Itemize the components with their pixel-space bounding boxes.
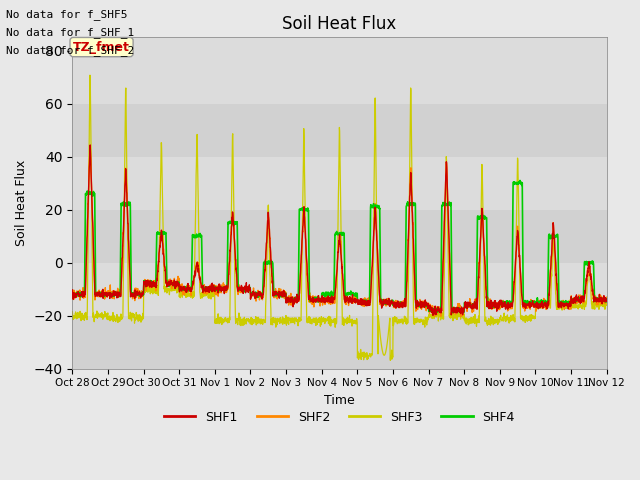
- Title: Soil Heat Flux: Soil Heat Flux: [282, 15, 397, 33]
- Bar: [72, 315, 607, 369]
- Text: No data for f_SHF5: No data for f_SHF5: [6, 9, 128, 20]
- Bar: [72, 210, 607, 263]
- Text: No data for f_SHF_2: No data for f_SHF_2: [6, 45, 134, 56]
- Bar: [72, 263, 607, 315]
- Legend: SHF1, SHF2, SHF3, SHF4: SHF1, SHF2, SHF3, SHF4: [159, 406, 520, 429]
- Text: TZ_fmet: TZ_fmet: [73, 41, 130, 54]
- X-axis label: Time: Time: [324, 394, 355, 407]
- Bar: [72, 104, 607, 156]
- Text: No data for f_SHF_1: No data for f_SHF_1: [6, 27, 134, 38]
- Bar: [72, 37, 607, 104]
- Bar: [72, 156, 607, 210]
- Y-axis label: Soil Heat Flux: Soil Heat Flux: [15, 160, 28, 246]
